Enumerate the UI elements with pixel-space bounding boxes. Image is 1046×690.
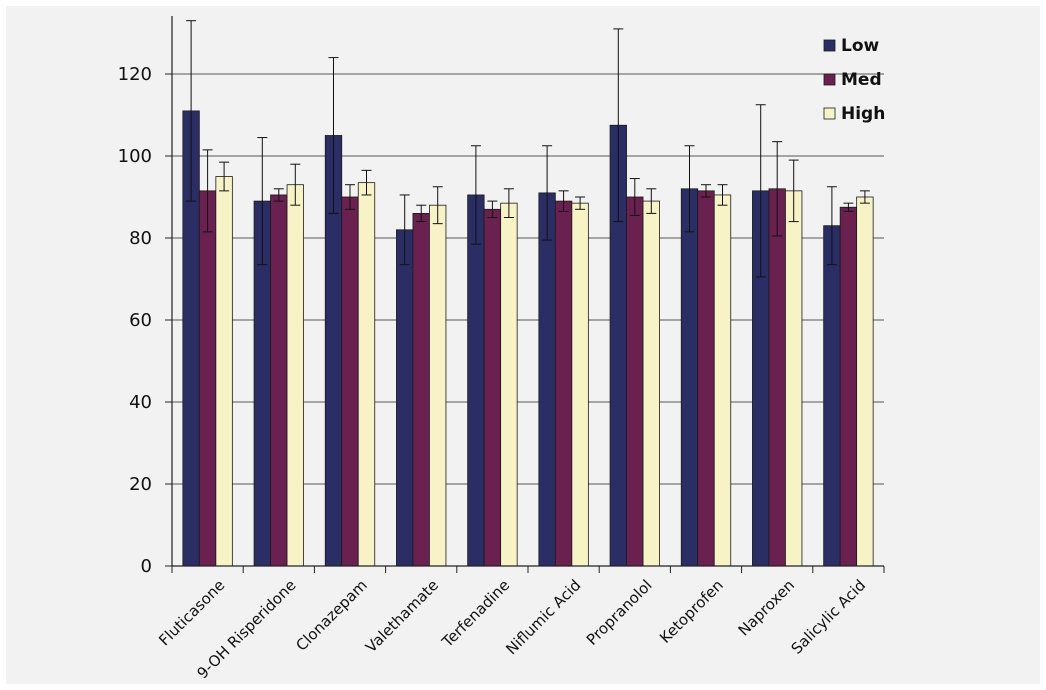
legend-label-med: Med bbox=[841, 70, 882, 90]
legend-label-low: Low bbox=[841, 36, 880, 56]
legend-swatch-low bbox=[823, 39, 836, 52]
y-tick-label: 0 bbox=[141, 556, 152, 577]
bar-high bbox=[713, 194, 732, 567]
y-tick-label: 60 bbox=[129, 310, 152, 331]
bar-med bbox=[198, 190, 217, 567]
bar-high bbox=[429, 204, 447, 567]
bar-high bbox=[215, 176, 233, 567]
bar-low bbox=[467, 194, 485, 567]
bar-high bbox=[785, 190, 803, 567]
bars bbox=[182, 110, 874, 567]
legend-swatch-med bbox=[823, 73, 836, 86]
error-bars bbox=[186, 20, 870, 278]
bar-high bbox=[500, 202, 518, 567]
x-tick-label: Niflumic Acid bbox=[502, 576, 584, 658]
x-tick-label: Valethamate bbox=[362, 576, 442, 656]
bar-high bbox=[856, 196, 874, 567]
legend-swatch-high bbox=[823, 107, 836, 120]
bar-med bbox=[270, 194, 288, 567]
bar-high bbox=[357, 182, 376, 567]
bar-med bbox=[341, 196, 359, 567]
bar-med bbox=[554, 200, 573, 567]
bar-low bbox=[538, 192, 556, 567]
y-tick-label: 40 bbox=[129, 392, 152, 413]
bar-med bbox=[697, 190, 715, 567]
bar-med bbox=[768, 188, 786, 567]
x-tick-label: Clonazepam bbox=[292, 576, 370, 654]
bar-med bbox=[412, 212, 430, 567]
bar-med bbox=[626, 196, 644, 567]
x-tick-label: Propranolol bbox=[583, 576, 656, 649]
x-tick-label: Fluticasone bbox=[155, 576, 228, 649]
y-tick-label: 100 bbox=[118, 146, 152, 167]
x-tick-label: Naproxen bbox=[735, 576, 798, 639]
bar-low bbox=[396, 229, 414, 567]
bar-med bbox=[483, 208, 502, 567]
chart-frame: 0 20 40 60 80 100 120 Fluticasone 9-OH Risperido… bbox=[6, 6, 1040, 684]
x-tick-label: Ketoprofen bbox=[656, 576, 727, 647]
legend: Low Med High bbox=[823, 36, 885, 124]
bar-high bbox=[642, 200, 660, 567]
bar-high bbox=[571, 202, 589, 567]
x-tick-label: Terfenadine bbox=[438, 576, 513, 651]
bar-high bbox=[286, 184, 304, 567]
legend-label-high: High bbox=[841, 104, 885, 124]
bar-low bbox=[823, 225, 841, 567]
y-tick-label: 80 bbox=[129, 228, 152, 249]
y-tick-label: 120 bbox=[118, 64, 152, 85]
y-tick-label: 20 bbox=[129, 474, 152, 495]
bar-low bbox=[680, 188, 699, 567]
x-tick-label: Salicylic Acid bbox=[788, 576, 870, 658]
bar-med bbox=[839, 206, 858, 567]
